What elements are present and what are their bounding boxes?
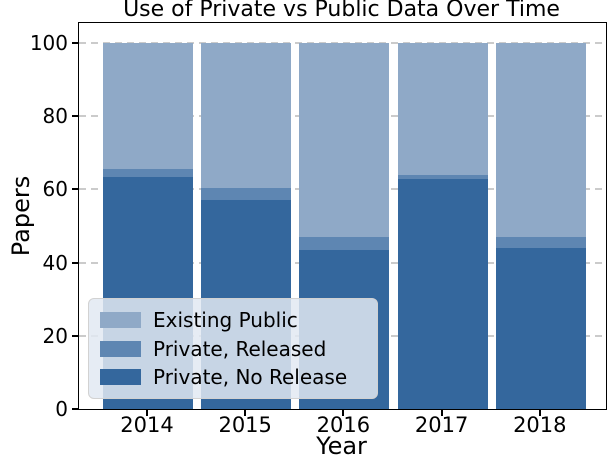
bar-2018 — [495, 23, 586, 409]
gridline-y-100 — [79, 42, 606, 45]
bar-2017 — [397, 23, 488, 409]
bar-2016-private-released — [299, 237, 390, 250]
bar-2018-private-released — [495, 237, 586, 249]
x-tick-label-2018: 2018 — [513, 413, 567, 437]
x-tick-mark-2014 — [146, 410, 148, 416]
x-tick-label-2017: 2017 — [414, 413, 469, 437]
bar-2017-private-released — [397, 174, 488, 179]
y-tick-label-80: 80 — [42, 104, 68, 129]
y-tick-mark-60 — [72, 188, 79, 191]
y-tick-mark-20 — [72, 334, 79, 337]
y-axis-label: Papers — [7, 175, 35, 257]
x-tick-label-2015: 2015 — [218, 413, 272, 437]
bar-2017-existing-public — [397, 43, 488, 175]
bar-2014-private-released — [103, 169, 193, 177]
bar-2014-existing-public — [103, 43, 193, 170]
y-tick-label-100: 100 — [29, 31, 68, 56]
legend: Existing Public Private, Released Private,… — [88, 298, 378, 399]
bar-2017-private-no-release — [397, 178, 488, 409]
x-tick-label-2014: 2014 — [120, 413, 174, 437]
chart-title: Use of Private vs Public Data Over Time — [123, 0, 560, 22]
legend-swatch-private-released — [100, 340, 141, 357]
y-tick-mark-40 — [72, 261, 79, 264]
x-tick-mark-2016 — [342, 410, 345, 416]
legend-swatch-private-no-release — [100, 369, 141, 385]
legend-item-private-released: Private, Released — [100, 337, 377, 361]
x-axis-label: Year — [316, 432, 367, 460]
y-tick-label-0: 0 — [55, 397, 68, 421]
legend-label-private-released: Private, Released — [153, 336, 327, 361]
bar-2015-private-released — [201, 187, 292, 201]
bar-2016-existing-public — [299, 43, 390, 238]
legend-swatch-existing-public — [100, 312, 141, 328]
y-tick-mark-80 — [72, 115, 79, 118]
x-tick-label-2016: 2016 — [316, 413, 371, 437]
bar-2018-private-no-release — [495, 248, 586, 409]
y-tick-label-40: 40 — [42, 250, 68, 275]
legend-label-existing-public: Existing Public — [153, 308, 298, 332]
x-tick-mark-2018 — [538, 410, 541, 416]
legend-item-private-no-release: Private, No Release — [100, 365, 377, 389]
legend-item-existing-public: Existing Public — [100, 308, 377, 332]
y-tick-label-20: 20 — [42, 323, 68, 348]
y-tick-label-60: 60 — [42, 177, 68, 202]
bar-2018-existing-public — [495, 43, 586, 238]
y-tick-mark-100 — [72, 42, 79, 45]
x-tick-mark-2015 — [244, 410, 247, 416]
y-tick-mark-0 — [72, 408, 79, 410]
legend-label-private-no-release: Private, No Release — [153, 365, 348, 389]
x-tick-mark-2017 — [440, 410, 443, 416]
bar-2015-existing-public — [201, 43, 292, 188]
